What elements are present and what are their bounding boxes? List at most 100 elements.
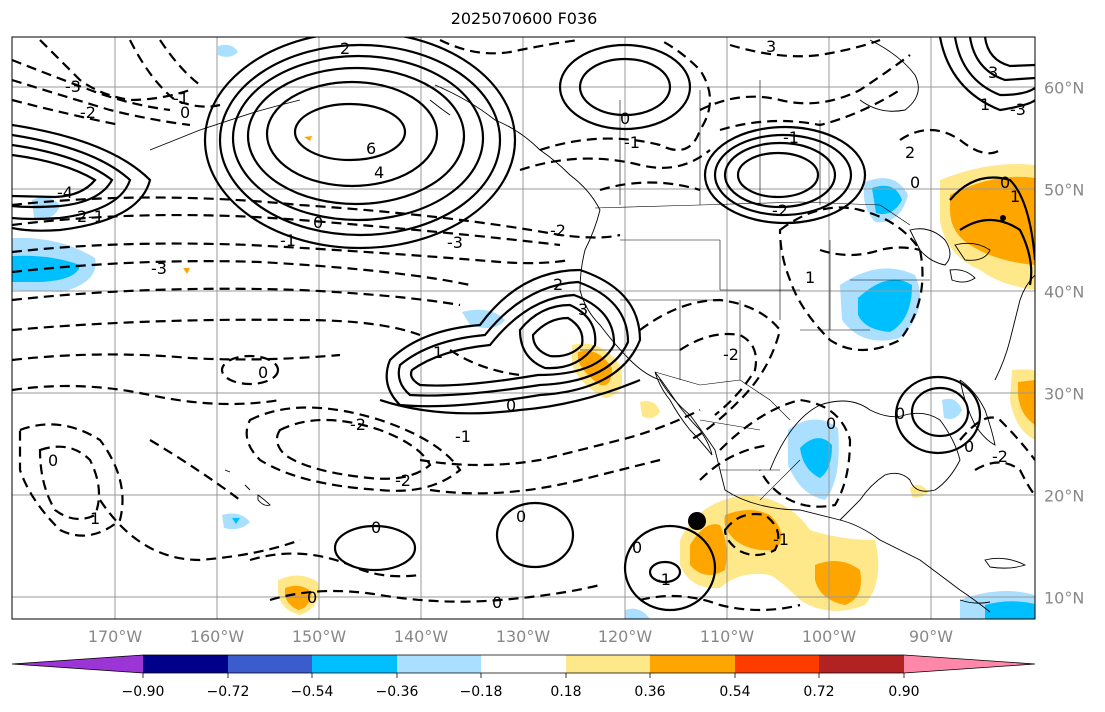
positive-shading [578, 350, 612, 386]
contour-lines [12, 37, 1035, 612]
colorbar-segment [904, 655, 1035, 673]
dashed-contour [12, 213, 561, 247]
lon-tick-label: 130°W [495, 627, 551, 646]
canada-provinces [619, 80, 821, 205]
contour-label: -1 [280, 231, 296, 250]
florida [959, 379, 996, 446]
lon-tick-label: 170°W [87, 627, 143, 646]
colorbar-label: −0.72 [206, 684, 250, 700]
dashed-contour [439, 38, 581, 55]
contour-label: 3 [578, 300, 588, 319]
dashed-contour [419, 409, 701, 467]
dashed-contour [12, 318, 421, 337]
contour-label: -2 [395, 471, 411, 490]
lon-tick-label: 110°W [699, 627, 755, 646]
mexico-states [699, 419, 801, 501]
dashed-contour [12, 58, 171, 112]
solid-contour [12, 153, 97, 199]
dashed-contour [899, 129, 1001, 155]
contour-label: 6 [366, 139, 376, 158]
lon-tick-label: 100°W [801, 627, 857, 646]
dashed-contour [719, 89, 901, 132]
contour-label: -3 [1010, 100, 1026, 119]
solid-contour [397, 280, 630, 397]
contour-label: 3 [988, 63, 998, 82]
dashed-contour [129, 39, 221, 108]
hawaii-islands [224, 469, 271, 506]
contour-label: 0 [313, 213, 323, 232]
contour-label: -2 [350, 415, 366, 434]
map-title: 2025070600 F036 [450, 9, 598, 28]
solid-contour [953, 37, 1035, 97]
negative-shading [218, 44, 238, 57]
dashed-contour [12, 78, 191, 127]
solid-contour [12, 123, 152, 232]
negative-shading [942, 398, 962, 419]
solid-contour [648, 560, 682, 584]
colorbar-label: 0.54 [719, 684, 751, 700]
location-marker-small [1000, 215, 1006, 221]
dashed-contour [38, 445, 101, 521]
contour-label: 0 [258, 363, 268, 382]
solid-contour [713, 133, 853, 217]
colorbar [11, 654, 1036, 678]
dashed-contour [18, 423, 124, 537]
lat-tick-label: 20°N [1044, 486, 1085, 506]
colorbar-label: 0.90 [888, 684, 920, 700]
solid-contour [949, 176, 1035, 286]
dashed-contour [679, 332, 758, 416]
contour-label: -3 [151, 259, 167, 278]
positive-shading [1018, 380, 1035, 425]
solid-contour [265, 80, 439, 188]
contour-label: 1 [90, 509, 100, 528]
contour-label: 1 [433, 343, 443, 362]
solid-contour [12, 133, 132, 221]
dashed-contour [275, 418, 432, 480]
negative-shading [872, 185, 902, 215]
positive-shading [724, 510, 782, 551]
contour-label: 0 [48, 451, 58, 470]
dashed-contour [12, 384, 281, 406]
colorbar-label: 0.72 [803, 684, 835, 700]
dashed-contour [12, 196, 621, 239]
positive-shading [304, 136, 312, 141]
dashed-contour [639, 594, 801, 612]
hudson-bay [859, 39, 919, 112]
dashed-contour [959, 416, 1035, 461]
political-borders [580, 80, 930, 501]
east-coast [994, 274, 1035, 381]
contour-label: -1 [88, 207, 104, 226]
map-frame [11, 36, 1036, 620]
positive-shading [815, 561, 861, 605]
location-marker [688, 512, 706, 530]
shaded-field [12, 44, 1035, 619]
solid-contour [385, 268, 642, 408]
solid-contour [293, 102, 407, 162]
gulf-of-mexico-coast [769, 400, 961, 521]
lon-tick-label: 120°W [597, 627, 653, 646]
contour-label: 2 [553, 275, 563, 294]
contour-label: -2 [772, 201, 788, 220]
contour-label: 0 [506, 396, 516, 415]
contour-label: -1 [773, 530, 789, 549]
contour-label: -3 [65, 77, 81, 96]
dashed-contour [729, 38, 881, 58]
solid-contour [723, 141, 837, 209]
contour-label: 0 [492, 593, 502, 612]
dashed-contour [723, 512, 780, 557]
great-lakes [909, 228, 991, 283]
dashed-contour [819, 246, 921, 257]
contour-label: 1 [1010, 187, 1020, 206]
dashed-contour [974, 461, 1035, 496]
lon-tick-label: 160°W [189, 627, 245, 646]
alaska-islands [149, 99, 451, 151]
solid-contour [333, 524, 417, 572]
contour-label: -2 [550, 221, 566, 240]
contour-label: 0 [632, 538, 642, 557]
colorbar-segment [312, 655, 397, 673]
contour-label: 0 [826, 414, 836, 433]
colorbar-label: −0.36 [375, 684, 419, 700]
dashed-contour [719, 398, 852, 508]
negative-shading [985, 601, 1035, 619]
